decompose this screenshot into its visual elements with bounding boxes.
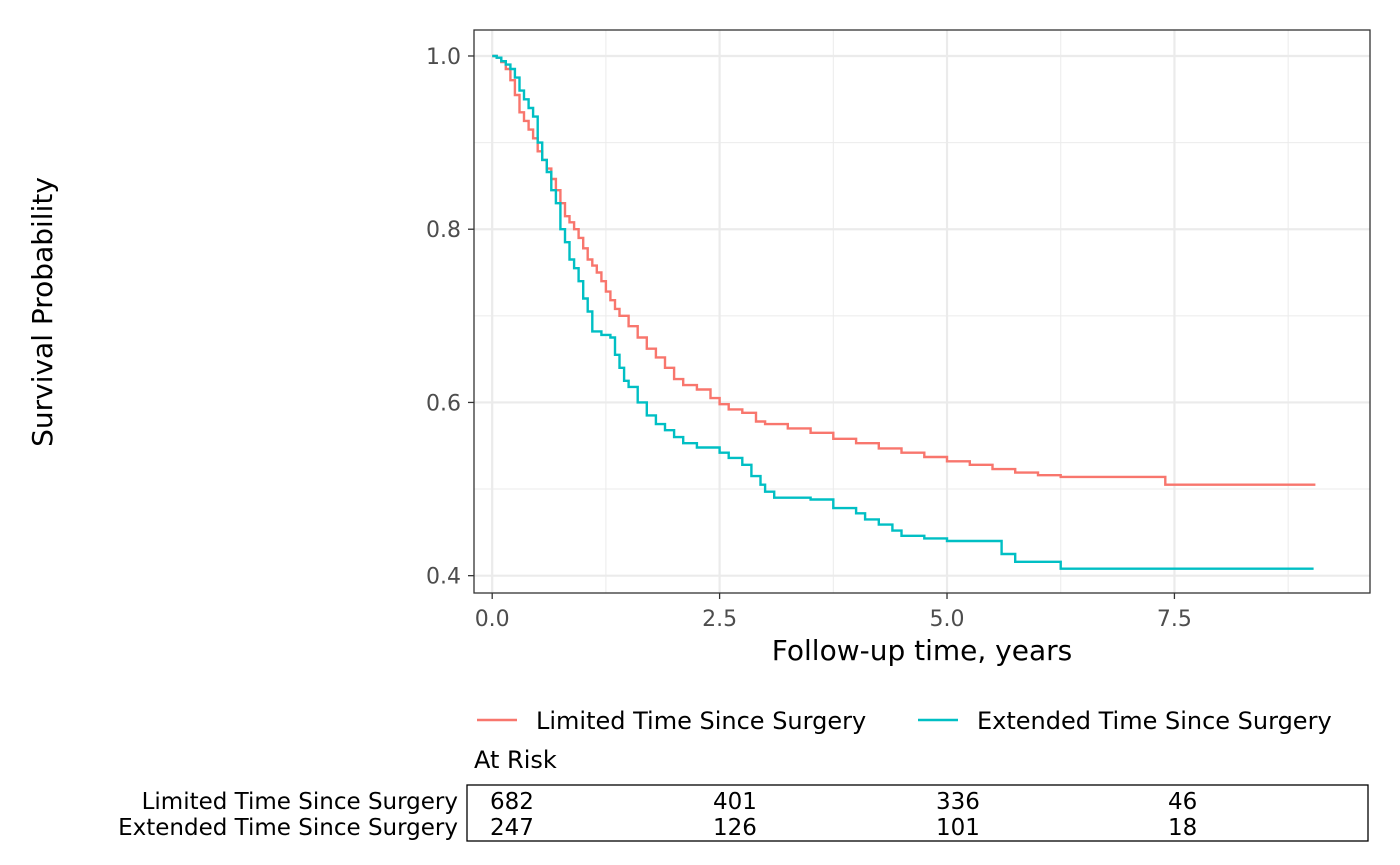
- y-tick-label: 1.0: [426, 45, 461, 70]
- x-axis-title: Follow-up time, years: [772, 634, 1072, 667]
- y-tick-label: 0.6: [426, 391, 461, 416]
- at-risk-count: 247: [490, 815, 534, 841]
- panel-border: [473, 29, 1371, 594]
- axes: 0.4 0.6 0.8 1.0 0.0 2.5 5.0 7.5 Follow-up time, …: [26, 45, 1192, 667]
- y-tick-label: 0.8: [426, 218, 461, 243]
- x-tick-label: 2.5: [702, 607, 737, 632]
- legend-label-limited: Limited Time Since Surgery: [536, 707, 866, 735]
- at-risk-count: 46: [1168, 789, 1197, 815]
- x-tick-label: 7.5: [1157, 607, 1192, 632]
- at-risk-title: At Risk: [474, 746, 557, 774]
- panel-background: [474, 30, 1370, 593]
- at-risk-table: At Risk Limited Time Since Surgery 682 401 3…: [118, 746, 1369, 842]
- legend: Limited Time Since Surgery Extended Time …: [477, 707, 1332, 735]
- at-risk-count: 682: [490, 789, 534, 815]
- at-risk-row-label: Limited Time Since Surgery: [142, 789, 458, 815]
- at-risk-count: 336: [936, 789, 980, 815]
- at-risk-box: [466, 784, 1369, 842]
- at-risk-count: 101: [936, 815, 980, 841]
- x-tick-label: 0.0: [475, 607, 510, 632]
- y-tick-label: 0.4: [426, 565, 461, 590]
- y-axis-title: Survival Probability: [26, 177, 59, 447]
- legend-label-extended: Extended Time Since Surgery: [977, 707, 1332, 735]
- at-risk-count: 18: [1168, 815, 1197, 841]
- plot-area: [473, 29, 1371, 594]
- survival-curve-extended: [492, 54, 1314, 570]
- at-risk-count: 126: [713, 815, 757, 841]
- at-risk-count: 401: [713, 789, 757, 815]
- at-risk-row-label: Extended Time Since Surgery: [118, 815, 458, 841]
- x-tick-label: 5.0: [930, 607, 965, 632]
